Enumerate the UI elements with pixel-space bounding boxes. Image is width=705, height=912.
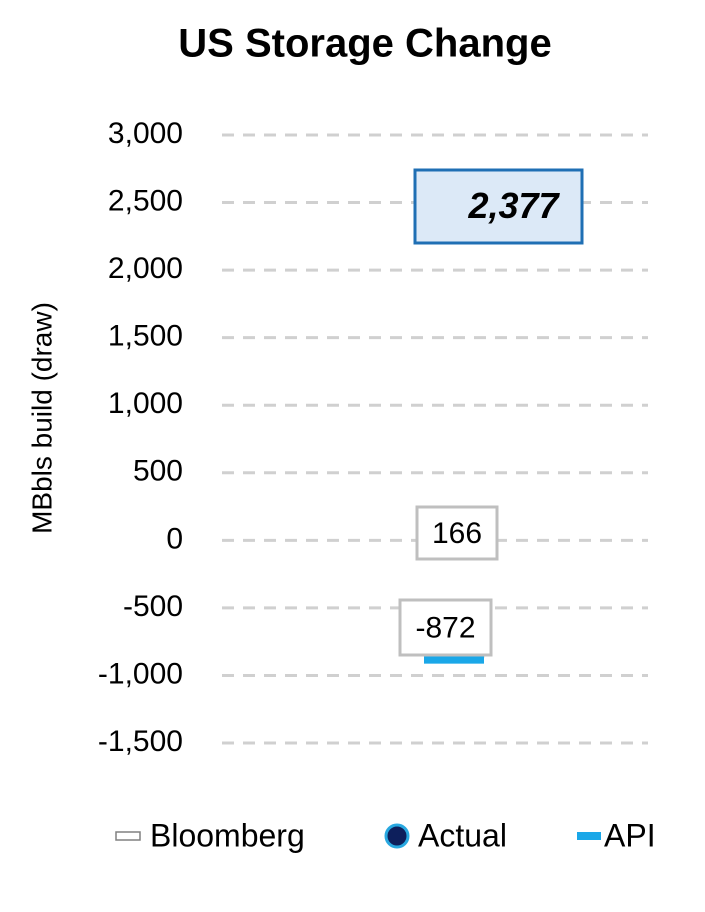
callout-box xyxy=(413,168,584,245)
legend-label: Actual xyxy=(418,817,507,853)
data-label: 2,377 xyxy=(467,185,560,226)
y-tick-label: 2,000 xyxy=(108,252,183,285)
y-axis-label: MBbls build (draw) xyxy=(26,302,57,534)
y-tick-label: 1,000 xyxy=(108,387,183,420)
legend-label: API xyxy=(604,817,656,853)
y-tick-label: 1,500 xyxy=(108,320,183,353)
legend-label: Bloomberg xyxy=(150,817,305,853)
marker xyxy=(424,652,484,664)
data-label: -872 xyxy=(415,611,475,644)
y-tick-label: 0 xyxy=(166,522,183,555)
y-tick-label: 500 xyxy=(133,455,183,488)
callout-box xyxy=(415,505,499,561)
chart-title: US Storage Change xyxy=(178,22,551,66)
legend-marker xyxy=(577,832,601,840)
y-tick-label: 2,500 xyxy=(108,184,183,217)
y-tick-label: -1,500 xyxy=(98,725,183,758)
data-label: 166 xyxy=(432,517,482,550)
y-tick-label: 3,000 xyxy=(108,117,183,150)
callout-box xyxy=(398,598,493,657)
legend-marker xyxy=(384,823,410,849)
y-tick-label: -1,000 xyxy=(98,657,183,690)
legend-marker xyxy=(115,831,141,841)
y-tick-label: -500 xyxy=(123,590,183,623)
